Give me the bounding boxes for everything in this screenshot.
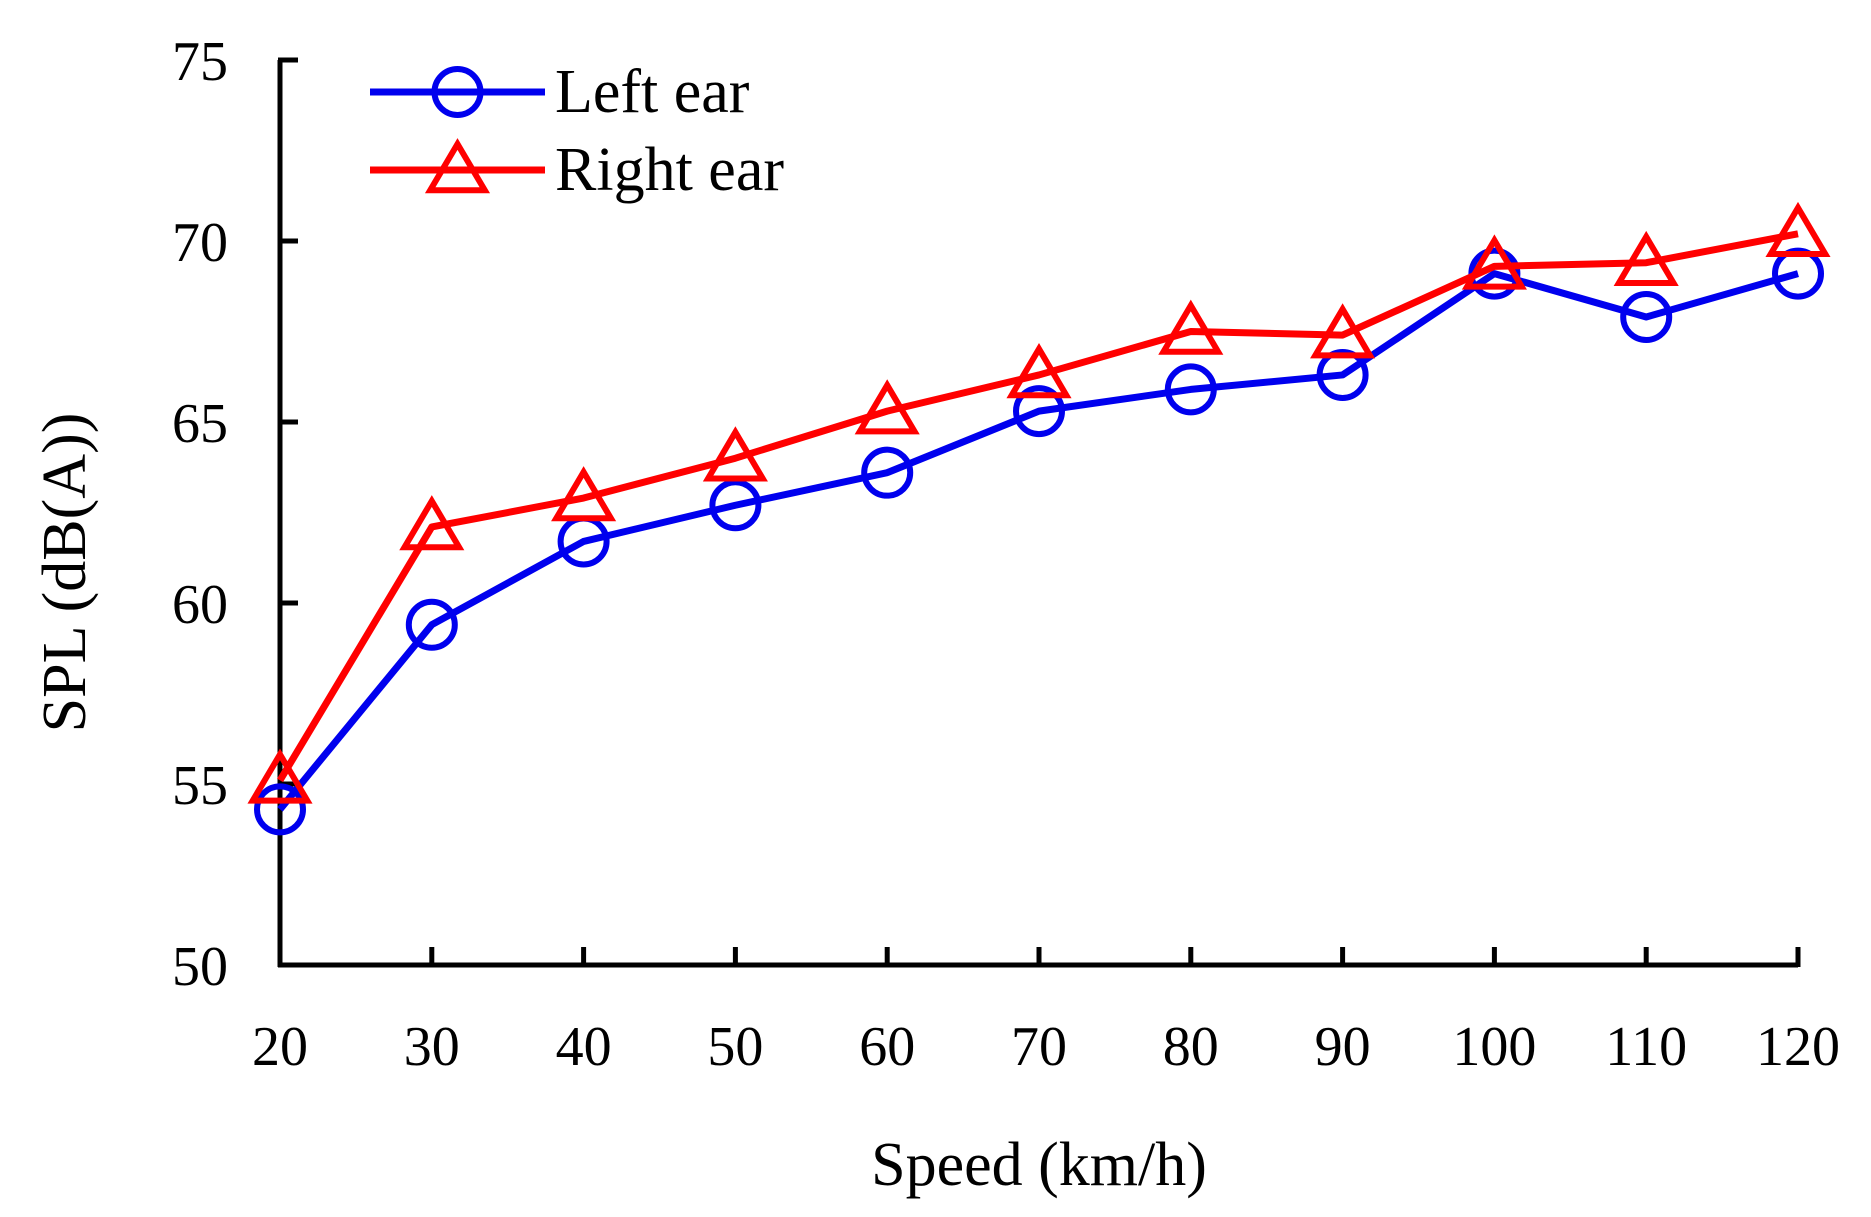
data-point xyxy=(1164,363,1217,416)
data-point xyxy=(399,495,465,551)
series-line xyxy=(276,230,1799,783)
data-point xyxy=(854,379,920,435)
data-point xyxy=(1620,291,1673,344)
data-point xyxy=(1006,343,1072,399)
legend-marker xyxy=(424,138,491,194)
data-point xyxy=(702,426,768,482)
x-tick-label: 50 xyxy=(707,1016,763,1078)
series-left-ear xyxy=(254,247,1824,836)
x-tick-label: 70 xyxy=(1011,1016,1067,1078)
y-tick-label: 65 xyxy=(172,393,228,455)
legend-entry: Right ear xyxy=(370,136,784,204)
y-tick-label: 70 xyxy=(172,212,228,274)
data-point xyxy=(1613,230,1679,286)
series-right-ear xyxy=(247,201,1831,804)
data-point xyxy=(861,446,914,499)
x-tick-label: 30 xyxy=(404,1016,460,1078)
axes: 50 55 60 65 70 75 20 30 40 50 60 70 80 90 100 110 120 xyxy=(172,31,1840,1078)
data-point xyxy=(1765,201,1831,258)
y-tick-label: 55 xyxy=(172,755,228,817)
x-tick-label: 80 xyxy=(1163,1016,1219,1078)
legend-marker xyxy=(431,66,484,118)
x-tick-label: 20 xyxy=(252,1016,308,1078)
x-tick-label: 90 xyxy=(1315,1016,1371,1078)
x-tick-label: 120 xyxy=(1756,1016,1840,1078)
y-tick-label: 75 xyxy=(172,31,228,93)
data-point xyxy=(1158,299,1224,355)
data-point xyxy=(254,783,306,836)
data-point xyxy=(247,748,313,804)
data-point xyxy=(1772,247,1824,300)
legend-label: Left ear xyxy=(555,58,750,126)
data-point xyxy=(709,479,762,532)
data-point xyxy=(1310,303,1376,359)
x-tick-label: 40 xyxy=(556,1016,612,1078)
data-point xyxy=(1013,385,1065,438)
data-point xyxy=(551,466,617,522)
plot-area xyxy=(247,201,1831,836)
y-tick-label: 60 xyxy=(172,574,228,636)
legend: Left ear Right ear xyxy=(370,58,784,204)
y-tick-label: 50 xyxy=(172,936,228,998)
series-line xyxy=(277,270,1799,812)
data-point xyxy=(1461,234,1527,290)
data-point xyxy=(1316,348,1369,401)
y-axis-title: SPL (dB(A)) xyxy=(31,413,99,733)
legend-entry: Left ear xyxy=(370,58,750,126)
legend-label: Right ear xyxy=(555,136,784,204)
x-axis-title: Speed (km/h) xyxy=(871,1131,1207,1199)
x-tick-label: 60 xyxy=(859,1016,915,1078)
x-tick-label: 110 xyxy=(1605,1016,1687,1078)
x-tick-label: 100 xyxy=(1452,1016,1536,1078)
data-point xyxy=(405,598,458,651)
